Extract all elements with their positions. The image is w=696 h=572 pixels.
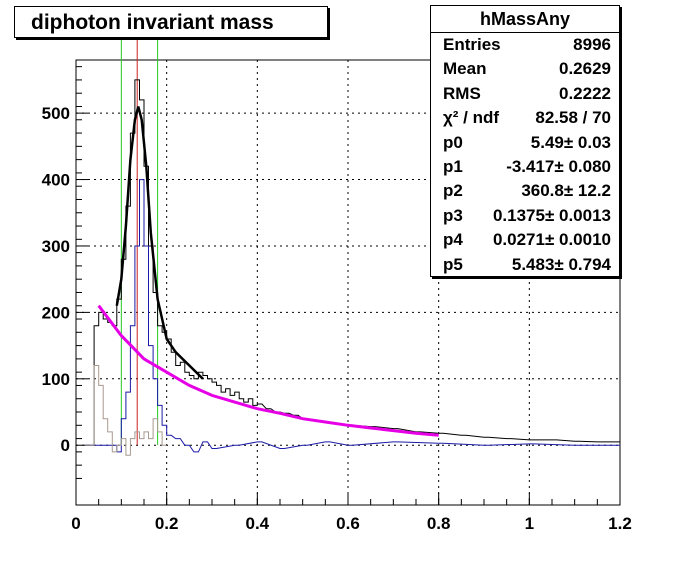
x-tick-label: 0 <box>71 514 80 533</box>
x-tick-label: 1 <box>525 514 534 533</box>
stats-row: p5 5.483± 0.794 <box>431 253 619 277</box>
y-tick-label: 0 <box>61 436 70 455</box>
stats-row: p4 0.0271± 0.0010 <box>431 228 619 252</box>
stats-row: Mean 0.2629 <box>431 57 619 81</box>
series-background_fit <box>97 304 439 437</box>
stats-value: 5.49± 0.03 <box>530 132 611 152</box>
stats-value: 0.2222 <box>559 83 611 103</box>
stats-row: RMS 0.2222 <box>431 82 619 106</box>
stats-row: p2 360.8± 12.2 <box>431 179 619 203</box>
stats-rows: Entries 8996 Mean 0.2629 RMS 0.2222 χ² / ndf 82… <box>431 33 619 277</box>
stats-label: p2 <box>443 181 463 201</box>
stats-value: 360.8± 12.2 <box>521 181 611 201</box>
stats-value: 0.2629 <box>559 59 611 79</box>
series-signal <box>85 179 620 453</box>
stats-value: 8996 <box>573 35 611 54</box>
stats-label: p4 <box>443 230 463 250</box>
stats-label: χ² / ndf <box>443 108 500 128</box>
x-tick-label: 0.2 <box>155 514 179 533</box>
stats-row: χ² / ndf 82.58 / 70 <box>431 106 619 130</box>
x-tick-label: 0.8 <box>427 514 451 533</box>
y-tick-label: 500 <box>42 104 70 123</box>
y-tick-label: 100 <box>42 370 70 389</box>
stats-label: RMS <box>443 83 481 103</box>
stats-label: Mean <box>443 59 487 79</box>
series-fit <box>115 106 204 380</box>
stats-row: p3 0.1375± 0.0013 <box>431 204 619 228</box>
x-tick-label: 0.6 <box>336 514 360 533</box>
stats-box: hMassAny Entries 8996 Mean 0.2629 RMS 0.2222 χ… <box>430 5 620 277</box>
chart-marks <box>85 30 620 456</box>
stats-row: Entries 8996 <box>431 33 619 57</box>
y-tick-label: 300 <box>42 237 70 256</box>
stats-label: p5 <box>443 254 463 274</box>
stats-value: 0.1375± 0.0013 <box>492 205 611 225</box>
chart-title-text: diphoton invariant mass <box>31 11 274 34</box>
stats-value: 0.0271± 0.0010 <box>492 230 611 250</box>
y-tick-label: 400 <box>42 171 70 190</box>
stats-value: 82.58 / 70 <box>535 108 611 128</box>
chart-title: diphoton invariant mass <box>14 6 328 38</box>
y-tick-label: 200 <box>42 303 70 322</box>
stats-row: p1 -3.417± 0.080 <box>431 155 619 179</box>
series-background <box>85 365 167 456</box>
x-tick-label: 0.4 <box>246 514 270 533</box>
stats-title: hMassAny <box>431 6 619 33</box>
stats-label: Entries <box>443 35 501 54</box>
stats-row: p0 5.49± 0.03 <box>431 131 619 155</box>
stats-label: p1 <box>443 156 463 176</box>
x-tick-label: 1.2 <box>608 514 632 533</box>
stats-value: -3.417± 0.080 <box>506 156 611 176</box>
stats-label: p3 <box>443 205 463 225</box>
stats-label: p0 <box>443 132 463 152</box>
x-axis: 0 0.2 0.4 0.6 0.8 1 1.2 <box>71 493 632 533</box>
y-axis: 0 100 200 300 400 500 <box>42 66 88 479</box>
stats-value: 5.483± 0.794 <box>511 254 611 274</box>
